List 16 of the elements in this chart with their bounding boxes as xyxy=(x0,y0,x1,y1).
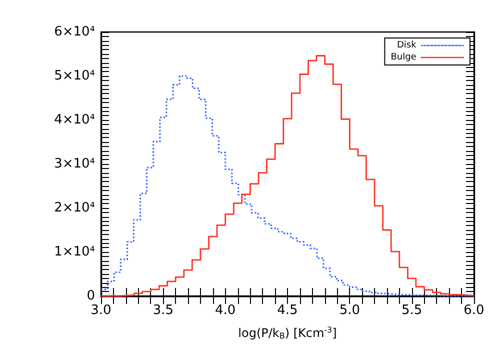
y-tick-label: 2×10⁴ xyxy=(54,200,95,216)
legend-label: Disk xyxy=(397,40,418,50)
y-tick-label: 4×10⁴ xyxy=(54,112,95,128)
x-tick-label: 6.0 xyxy=(464,303,484,318)
x-tick-label: 3.0 xyxy=(90,303,112,318)
x-tick-label: 4.5 xyxy=(277,303,298,318)
y-tick-label: 0 xyxy=(86,288,95,304)
legend-label: Bulge xyxy=(390,52,417,62)
x-tick-label: 4.0 xyxy=(214,303,236,318)
y-tick-label: 5×10⁴ xyxy=(54,68,95,84)
x-tick-label: 5.5 xyxy=(401,303,422,318)
x-tick-label: 5.0 xyxy=(339,303,360,318)
y-tick-label: 6×10⁴ xyxy=(54,24,95,40)
x-tick-label: 3.5 xyxy=(152,303,174,318)
y-tick-label: 3×10⁴ xyxy=(54,156,95,172)
y-tick-label: 1×10⁴ xyxy=(54,244,95,260)
